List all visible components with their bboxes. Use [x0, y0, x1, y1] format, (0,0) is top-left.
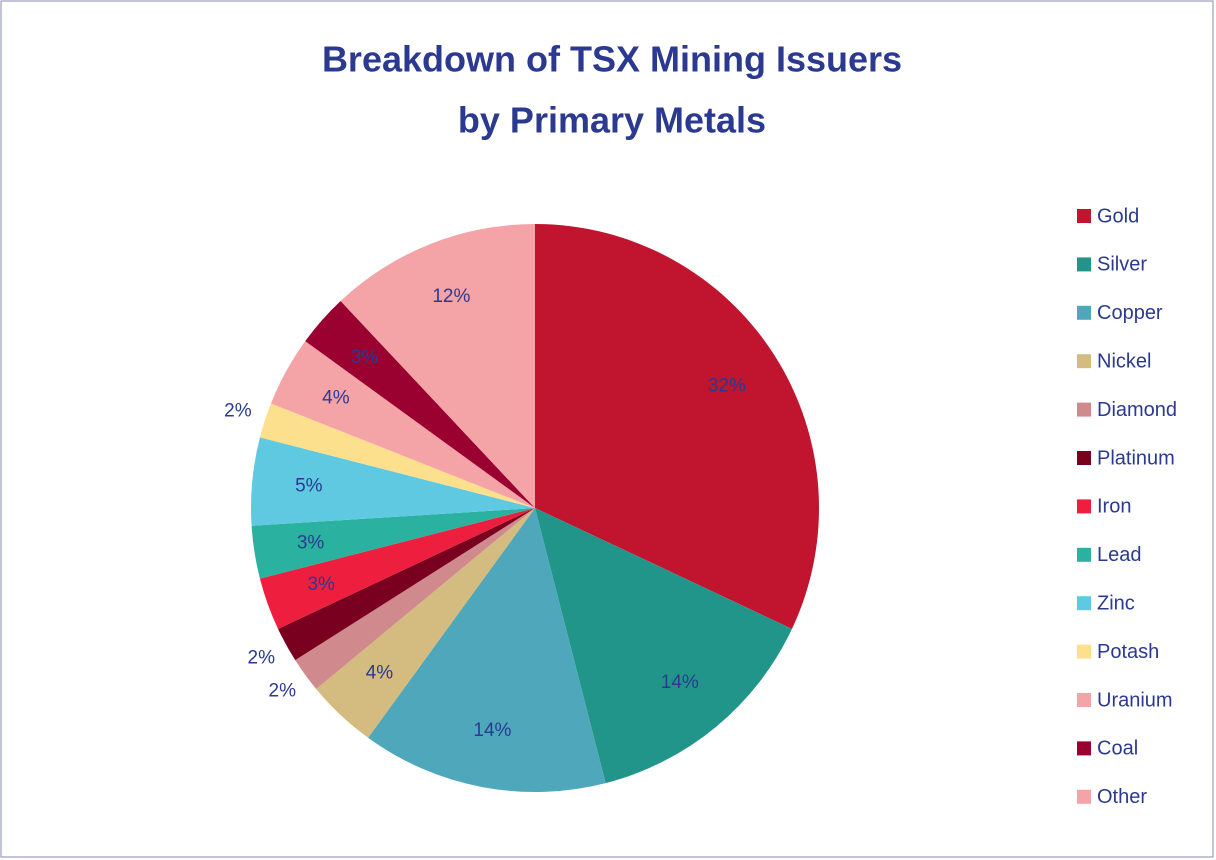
legend-label: Other — [1097, 786, 1147, 808]
legend-label: Silver — [1097, 254, 1147, 276]
legend-swatch — [1077, 741, 1091, 756]
pie-slice — [278, 508, 535, 661]
legend-swatch — [1077, 305, 1091, 320]
data-label: 5% — [295, 476, 323, 497]
legend-swatch — [1077, 789, 1091, 804]
legend-label: Copper — [1097, 302, 1163, 324]
pie-slice — [251, 508, 535, 579]
legend-swatch — [1077, 644, 1091, 659]
pie-slice — [368, 508, 606, 793]
data-label: 32% — [708, 375, 746, 396]
legend-label: Lead — [1097, 544, 1142, 566]
pie-slice — [251, 437, 536, 526]
legend-label: Potash — [1097, 641, 1159, 663]
pie-slice — [316, 508, 535, 738]
legend-swatch — [1077, 451, 1091, 465]
legend-label: Nickel — [1097, 350, 1151, 372]
legend-label: Platinum — [1097, 447, 1175, 469]
legend-label: Uranium — [1097, 689, 1173, 711]
legend-label: Coal — [1097, 738, 1138, 760]
legend-swatch — [1077, 257, 1091, 272]
legend-swatch — [1077, 402, 1091, 417]
data-label: 3% — [307, 574, 335, 595]
data-label: 3% — [297, 533, 325, 554]
legend-label: Gold — [1097, 205, 1139, 227]
legend-label: Iron — [1097, 496, 1131, 518]
data-label: 4% — [366, 663, 394, 684]
legend-swatch — [1077, 596, 1091, 611]
pie-slice — [535, 224, 819, 629]
data-label: 14% — [473, 720, 511, 741]
data-label: 3% — [351, 347, 379, 368]
legend-swatch — [1077, 547, 1091, 562]
pie-slice — [535, 508, 792, 784]
data-label: 2% — [224, 400, 252, 421]
chart-title: Breakdown of TSX Mining Issuers — [322, 39, 902, 80]
legend-swatch — [1077, 354, 1091, 369]
legend-swatch — [1077, 693, 1091, 707]
legend-swatch — [1077, 499, 1091, 514]
pie-slice — [259, 403, 535, 508]
pie-slice — [295, 508, 535, 690]
chart-title: by Primary Metals — [458, 100, 766, 141]
legend-label: Zinc — [1097, 592, 1135, 614]
pie-slice — [270, 341, 535, 508]
data-label: 2% — [248, 648, 276, 669]
legend-label: Diamond — [1097, 399, 1177, 421]
pie-slice — [305, 300, 535, 508]
data-label: 2% — [269, 681, 297, 702]
data-label: 4% — [322, 388, 350, 409]
data-label: 14% — [661, 672, 699, 693]
pie-slice — [259, 508, 535, 629]
data-label: 12% — [432, 286, 470, 307]
legend-swatch — [1077, 209, 1091, 223]
pie-slice — [340, 224, 535, 508]
